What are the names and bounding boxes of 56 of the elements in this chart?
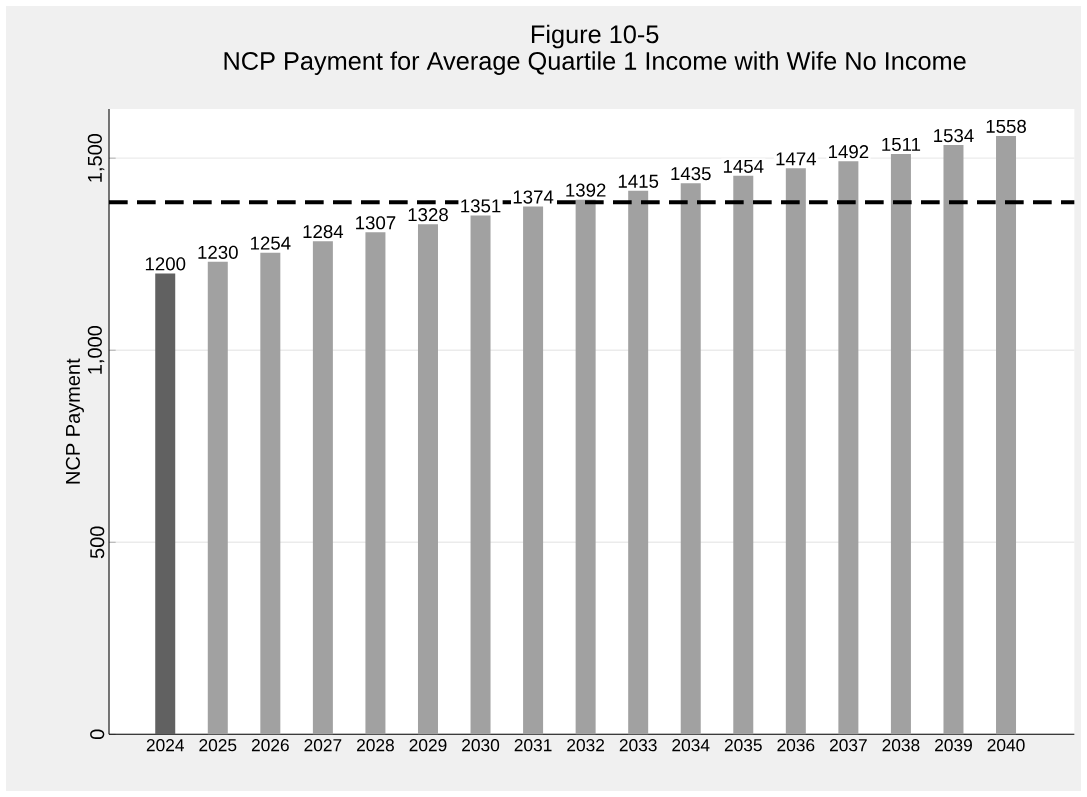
data-label: 1307 — [356, 216, 396, 230]
x-tick-label: 2032 — [567, 739, 605, 752]
data-label: 1454 — [723, 159, 764, 173]
x-tick-label: 2035 — [724, 739, 762, 752]
bar — [996, 135, 1017, 735]
data-label: 1435 — [671, 166, 711, 181]
y-tick-label: 1,000 — [87, 325, 105, 374]
chart-subtitle: NCP Payment for Average Quartile 1 Income with Wife No Income — [224, 51, 966, 75]
data-label: 1351 — [461, 199, 501, 213]
data-label: 1474 — [776, 152, 817, 166]
bar — [680, 183, 701, 735]
x-tick-label: 2030 — [462, 739, 500, 752]
bar — [260, 252, 281, 735]
data-label: 1558 — [986, 119, 1026, 133]
bar — [943, 145, 964, 735]
data-label: 1374 — [513, 190, 554, 204]
x-tick-label: 2024 — [146, 739, 184, 752]
bar — [155, 273, 176, 735]
x-tick-label: 2028 — [357, 739, 394, 752]
bar — [785, 168, 806, 735]
data-label: 1254 — [250, 236, 291, 250]
chart-title: Figure 10-5 — [531, 24, 659, 49]
x-tick-label: 2037 — [829, 739, 867, 752]
data-label: 1511 — [882, 137, 921, 152]
x-tick-label: 2033 — [619, 739, 657, 752]
x-tick-label: 2034 — [672, 739, 710, 752]
bar — [890, 153, 911, 735]
bar — [470, 215, 491, 735]
y-tick-label: 1,500 — [87, 133, 105, 182]
x-tick-label: 2036 — [777, 739, 815, 752]
data-label: 1200 — [145, 257, 186, 271]
x-tick-label: 2026 — [251, 739, 289, 752]
data-label: 1415 — [618, 174, 659, 188]
y-axis-title: NCP Payment — [65, 358, 84, 484]
x-tick-label: 2025 — [199, 739, 237, 752]
x-tick-label: 2039 — [935, 739, 972, 752]
bar — [733, 175, 754, 735]
y-tick-label: 0 — [90, 729, 105, 740]
data-label: 1392 — [566, 183, 606, 197]
data-label: 1492 — [829, 145, 869, 159]
x-tick-label: 2040 — [987, 739, 1025, 752]
bar — [417, 224, 438, 735]
x-tick-label: 2029 — [409, 739, 447, 752]
bar — [628, 190, 649, 735]
data-label: 1534 — [934, 128, 974, 143]
data-label: 1230 — [198, 245, 238, 259]
x-tick-label: 2038 — [882, 739, 920, 752]
bar — [575, 199, 596, 735]
data-label: 1328 — [408, 208, 448, 222]
bar — [365, 232, 386, 735]
bar — [207, 261, 228, 735]
x-tick-label: 2031 — [514, 739, 552, 752]
data-label: 1284 — [303, 224, 344, 239]
bar — [312, 241, 333, 735]
y-tick-label: 500 — [90, 526, 105, 559]
x-tick-label: 2027 — [304, 739, 342, 752]
